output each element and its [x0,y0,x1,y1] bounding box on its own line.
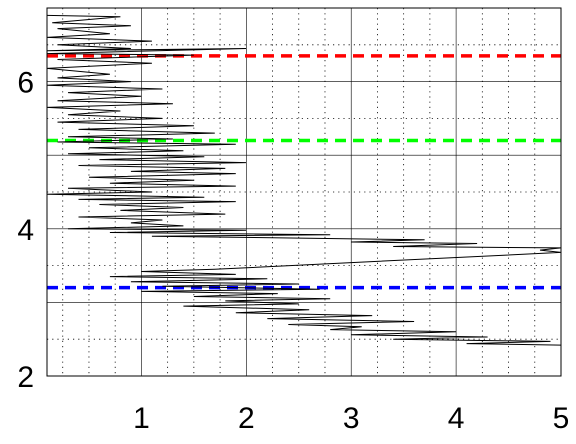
plot-frame [46,7,562,377]
major-grid [47,8,561,376]
x-tick-label: 3 [343,402,360,435]
x-tick-labels: 1 2 3 4 5 [133,402,569,435]
y-tick-labels: 2 4 6 [17,67,34,394]
y-tick-label: 6 [17,67,34,100]
y-tick-label: 4 [17,214,34,247]
x-tick-label: 1 [133,402,150,435]
x-tick-label: 2 [238,402,255,435]
reference-lines [47,54,561,290]
x-tick-label: 4 [448,402,465,435]
y-tick-label: 2 [17,361,34,394]
x-tick-label: 5 [553,402,570,435]
